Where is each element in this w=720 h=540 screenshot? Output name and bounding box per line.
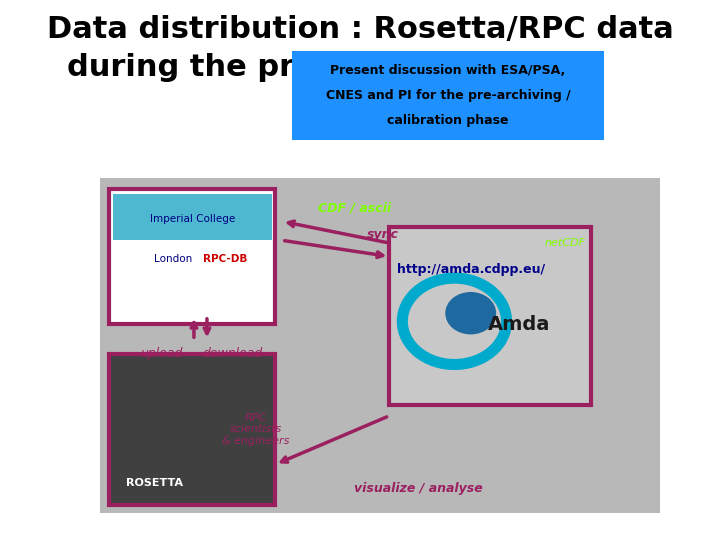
Text: RPC
scientists
& engineers: RPC scientists & engineers <box>222 413 289 446</box>
Text: Imperial College: Imperial College <box>150 214 235 224</box>
Text: http://amda.cdpp.eu/: http://amda.cdpp.eu/ <box>397 264 545 276</box>
Text: upload: upload <box>140 347 183 360</box>
Bar <box>109 189 275 324</box>
Bar <box>99 178 660 513</box>
FancyBboxPatch shape <box>35 0 685 540</box>
Circle shape <box>446 293 495 334</box>
Bar <box>390 227 591 405</box>
Bar <box>109 354 275 505</box>
Text: netCDF: netCDF <box>544 238 585 248</box>
Text: Data distribution : Rosetta/RPC data: Data distribution : Rosetta/RPC data <box>47 15 673 44</box>
Text: visualize / analyse: visualize / analyse <box>354 482 483 495</box>
Text: London: London <box>153 254 192 264</box>
Text: CDF / ascii: CDF / ascii <box>318 201 391 214</box>
Text: during the pro: during the pro <box>67 53 315 82</box>
Bar <box>292 51 604 140</box>
Text: sync: sync <box>366 228 398 241</box>
Text: CNES and PI for the pre-archiving /: CNES and PI for the pre-archiving / <box>325 89 570 103</box>
Bar <box>112 194 272 240</box>
Text: ROSETTA: ROSETTA <box>126 478 184 488</box>
Text: Amda: Amda <box>488 314 551 334</box>
Text: Present discussion with ESA/PSA,: Present discussion with ESA/PSA, <box>330 64 565 77</box>
Text: RPC-DB: RPC-DB <box>202 254 247 264</box>
Text: download: download <box>203 347 263 360</box>
Text: calibration phase: calibration phase <box>387 114 508 127</box>
